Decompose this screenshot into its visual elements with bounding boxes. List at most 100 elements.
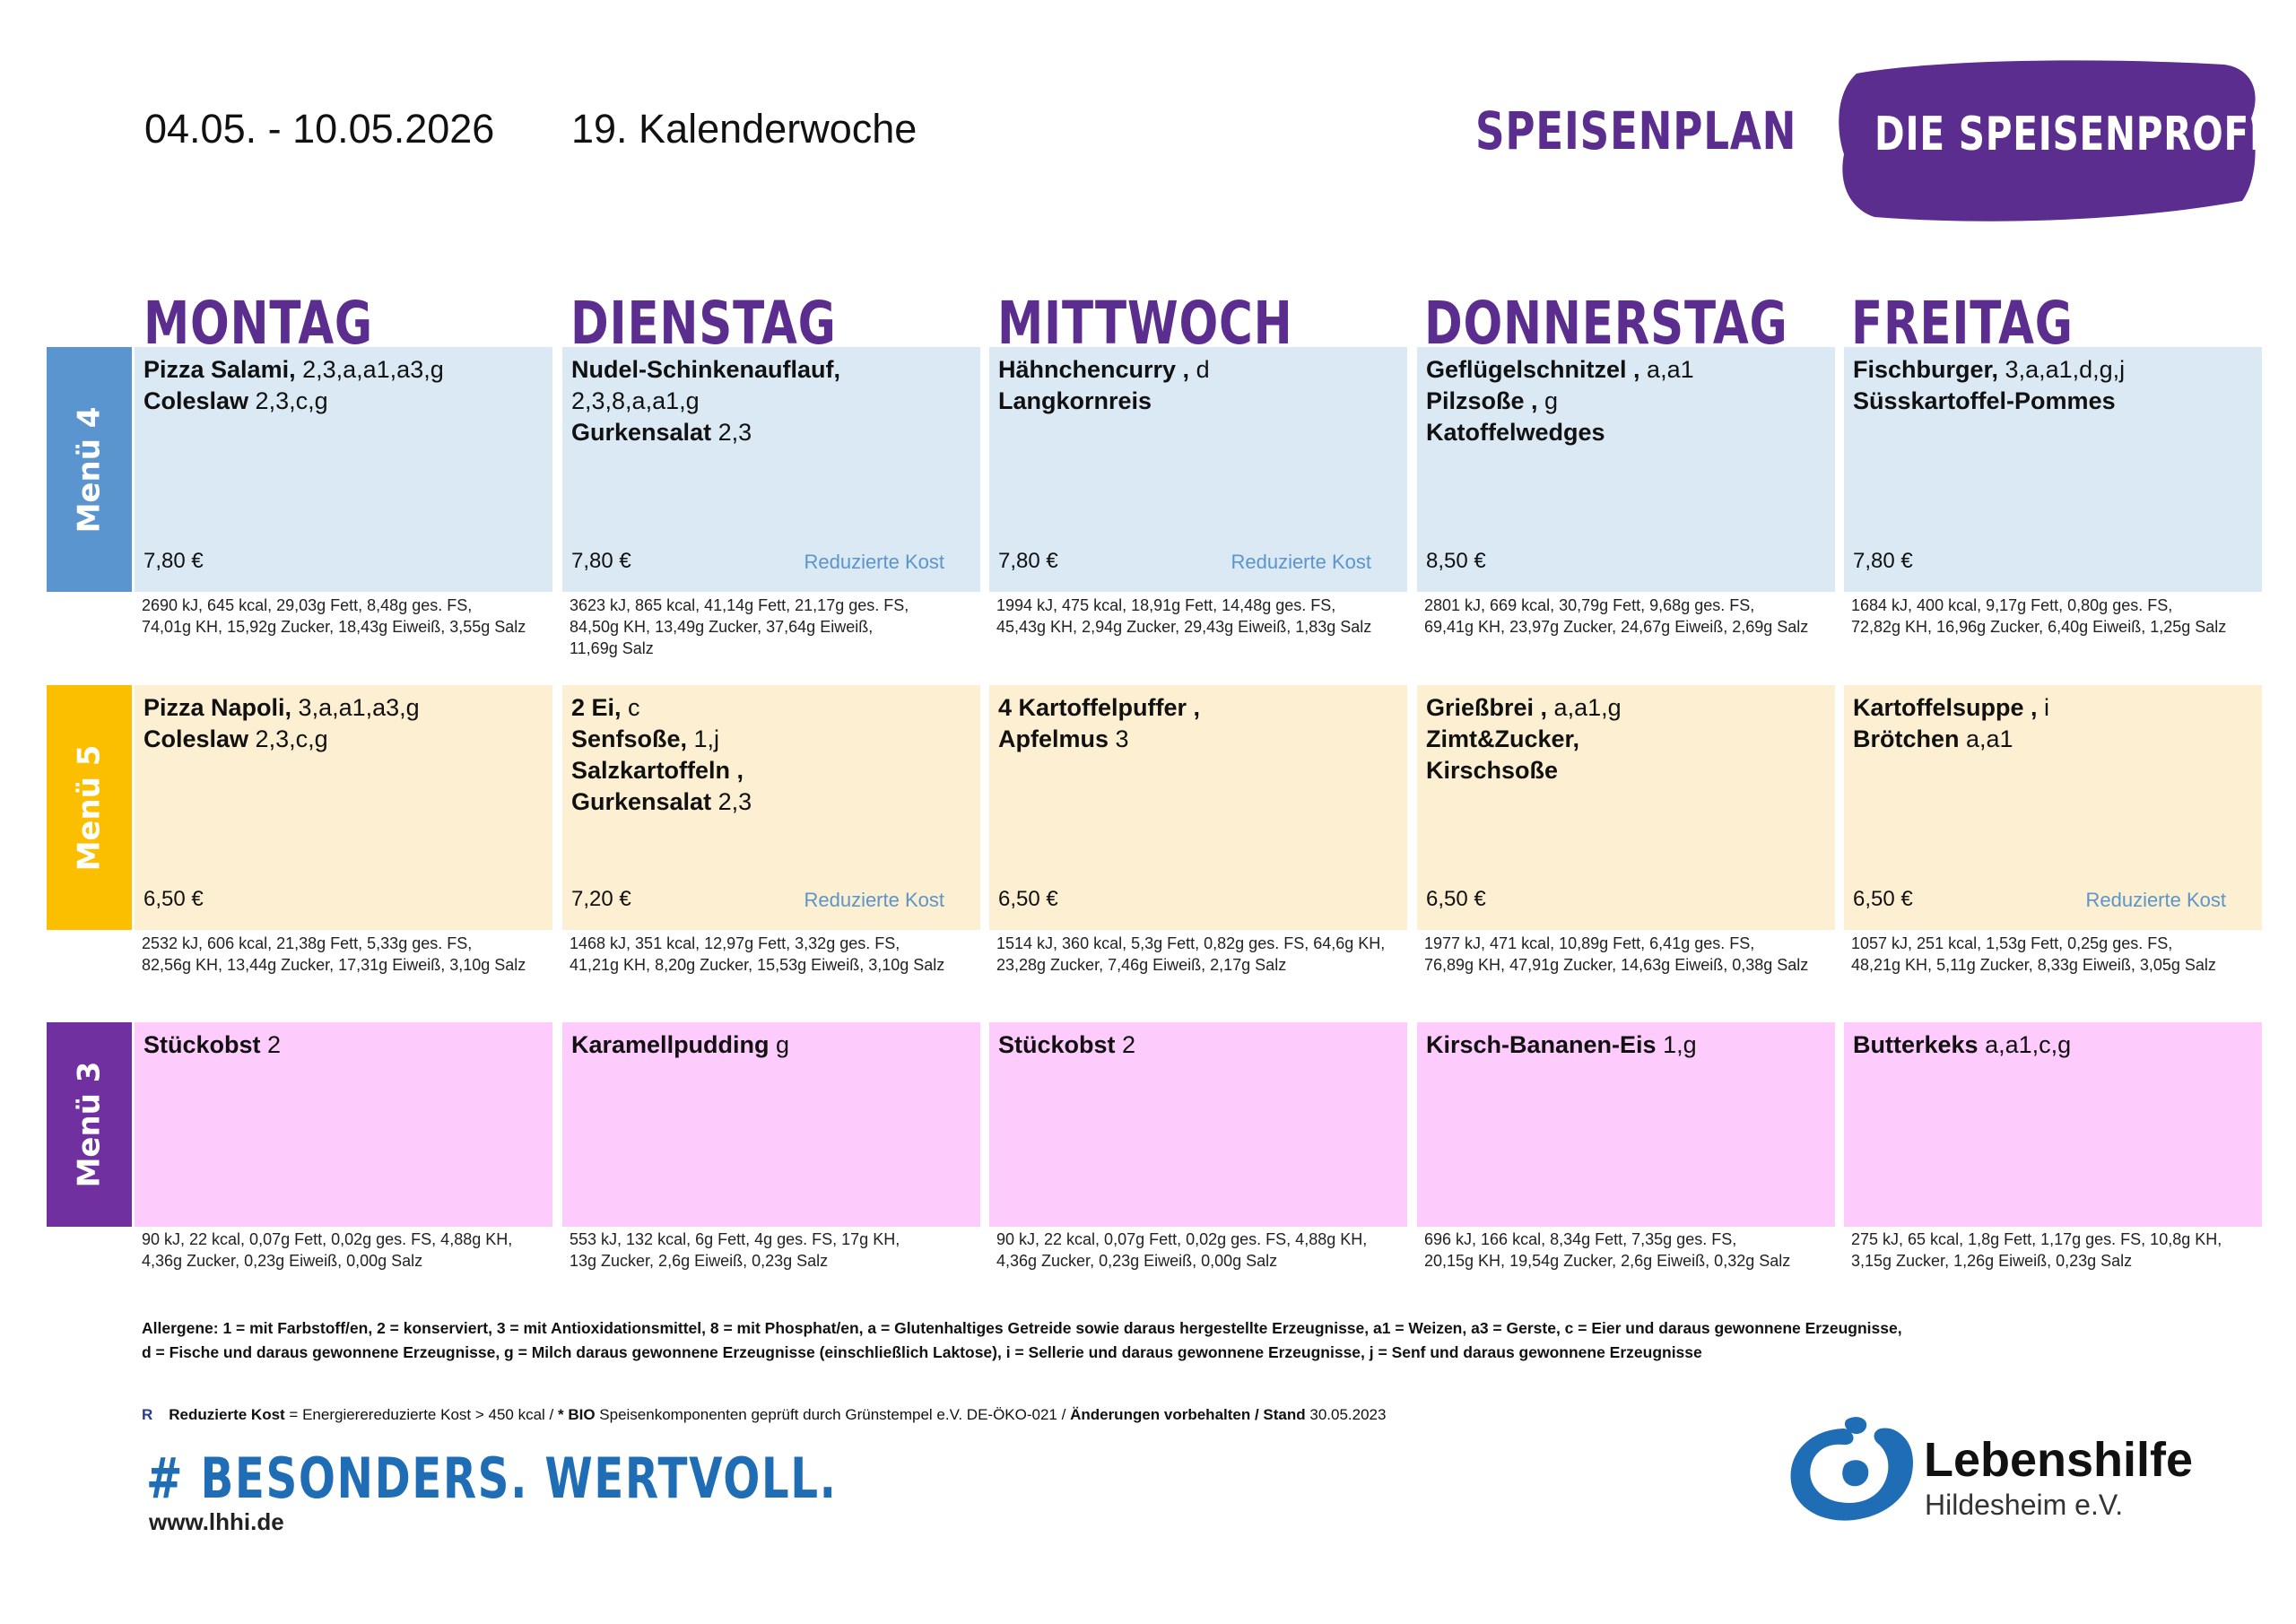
menu-cell-monday: Pizza Salami, 2,3,a,a1,a3,g Coleslaw 2,3,…	[135, 347, 552, 592]
menu-cell-tuesday: 2 Ei, c Senfsoße, 1,j Salzkartoffeln , Gurk…	[562, 685, 980, 930]
allergen-codes: c	[621, 694, 640, 721]
nutrition-line: 69,41g KH, 23,97g Zucker, 24,67g Eiweiß,…	[1424, 618, 1809, 636]
menu-cell-thursday: Grießbrei , a,a1,g Zimt&Zucker, Kirschsoße…	[1417, 685, 1835, 930]
dish-line: Grießbrei , a,a1,g	[1426, 692, 1826, 724]
dish-name: Senfsoße,	[571, 725, 688, 752]
nutrition-line: 275 kJ, 65 kcal, 1,8g Fett, 1,17g ges. F…	[1851, 1230, 2222, 1248]
dish-name: Süsskartoffel-Pommes	[1853, 387, 2116, 414]
dish-description: Grießbrei , a,a1,g Zimt&Zucker, Kirschsoße	[1426, 692, 1826, 786]
dish-name: 4 Kartoffelpuffer ,	[998, 694, 1201, 721]
nutrition-info: 275 kJ, 65 kcal, 1,8g Fett, 1,17g ges. F…	[1851, 1229, 2278, 1272]
stand-date: 30.05.2023	[1305, 1406, 1387, 1423]
dish-description: Fischburger, 3,a,a1,d,g,j Süsskartoffel-P…	[1853, 354, 2253, 417]
dish-name: Fischburger,	[1853, 356, 1999, 383]
dish-description: Stückobst 2	[144, 1029, 544, 1061]
nutrition-line: 84,50g KH, 13,49g Zucker, 37,64g Eiweiß,	[570, 618, 874, 636]
nutrition-info: 90 kJ, 22 kcal, 0,07g Fett, 0,02g ges. F…	[142, 1229, 569, 1272]
menu-label-text: Menü 3	[71, 1061, 108, 1188]
dish-line: Pizza Salami, 2,3,a,a1,a3,g	[144, 354, 544, 386]
nutrition-line: 13g Zucker, 2,6g Eiweiß, 0,23g Salz	[570, 1252, 829, 1270]
dish-name: Hähnchencurry ,	[998, 356, 1190, 383]
dish-name: Stückobst	[144, 1031, 261, 1058]
dish-line: Geflügelschnitzel , a,a1	[1426, 354, 1826, 386]
price: 7,80 €	[998, 549, 1058, 573]
nutrition-info: 1977 kJ, 471 kcal, 10,89g Fett, 6,41g ge…	[1424, 933, 1851, 976]
nutrition-line: 90 kJ, 22 kcal, 0,07g Fett, 0,02g ges. F…	[142, 1230, 513, 1248]
dish-name: Brötchen	[1853, 725, 1960, 752]
menu-cell-wednesday: Hähnchencurry , d Langkornreis 7,80 € Reduz…	[989, 347, 1407, 592]
dish-line: 2,3,8,a,a1,g	[571, 386, 971, 417]
day-header-thursday: DONNERSTAG	[1424, 289, 1788, 358]
dish-description: 2 Ei, c Senfsoße, 1,j Salzkartoffeln , Gurk…	[571, 692, 971, 818]
dish-line: Hähnchencurry , d	[998, 354, 1398, 386]
website-link[interactable]: www.lhhi.de	[149, 1508, 284, 1535]
allergen-codes: 2,3,8,a,a1,g	[571, 387, 700, 414]
nutrition-line: 45,43g KH, 2,94g Zucker, 29,43g Eiweiß, …	[996, 618, 1372, 636]
menu-label: Menü 3	[47, 1022, 132, 1227]
dish-name: Kartoffelsuppe ,	[1853, 694, 2038, 721]
bio-desc: Speisenkomponenten geprüft durch Grünste…	[595, 1406, 1071, 1423]
dish-description: Karamellpudding g	[571, 1029, 971, 1061]
menu-cell-thursday: Geflügelschnitzel , a,a1 Pilzsoße , g Kato…	[1417, 347, 1835, 592]
reduced-marker: R	[142, 1406, 153, 1423]
nutrition-info: 3623 kJ, 865 kcal, 41,14g Fett, 21,17g g…	[570, 595, 996, 659]
allergen-codes: 3,a,a1,a3,g	[291, 694, 420, 721]
nutrition-line: 23,28g Zucker, 7,46g Eiweiß, 2,17g Salz	[996, 956, 1287, 974]
menu-cell-friday: Fischburger, 3,a,a1,d,g,j Süsskartoffel-P…	[1844, 347, 2262, 592]
allergen-codes: d	[1189, 356, 1210, 383]
dish-name: Kirschsoße	[1426, 757, 1559, 784]
day-header-tuesday: DIENSTAG	[570, 289, 837, 358]
dish-description: Pizza Salami, 2,3,a,a1,a3,g Coleslaw 2,3,…	[144, 354, 544, 417]
dish-line: Kartoffelsuppe , i	[1853, 692, 2253, 724]
dish-description: Geflügelschnitzel , a,a1 Pilzsoße , g Kato…	[1426, 354, 1826, 448]
date-range: 04.05. - 10.05.2026	[144, 106, 495, 152]
nutrition-line: 3,15g Zucker, 1,26g Eiweiß, 0,23g Salz	[1851, 1252, 2133, 1270]
menu-cell-wednesday: 4 Kartoffelpuffer , Apfelmus 3 6,50 €	[989, 685, 1407, 930]
allergen-codes: a,a1,c,g	[1978, 1031, 2072, 1058]
menu-cell-wednesday: Stückobst 2	[989, 1022, 1407, 1227]
price: 7,80 €	[571, 549, 631, 573]
allergen-codes: g	[769, 1031, 790, 1058]
dish-name: 2 Ei,	[571, 694, 622, 721]
dish-name: Apfelmus	[998, 725, 1109, 752]
nutrition-line: 76,89g KH, 47,91g Zucker, 14,63g Eiweiß,…	[1424, 956, 1809, 974]
menu-cell-friday: Kartoffelsuppe , i Brötchen a,a1 6,50 € Red…	[1844, 685, 2262, 930]
reduced-diet-tag: Reduzierte Kost	[1231, 551, 1371, 573]
nutrition-line: 72,82g KH, 16,96g Zucker, 6,40g Eiweiß, …	[1851, 618, 2227, 636]
dish-line: Kirschsoße	[1426, 755, 1826, 786]
nutrition-info: 696 kJ, 166 kcal, 8,34g Fett, 7,35g ges.…	[1424, 1229, 1851, 1272]
brush-stroke-shape	[1839, 60, 2256, 221]
allergen-codes: 2	[260, 1031, 282, 1058]
nutrition-line: 696 kJ, 166 kcal, 8,34g Fett, 7,35g ges.…	[1424, 1230, 1737, 1248]
dish-name: Katoffelwedges	[1426, 419, 1605, 446]
menu-cell-monday: Pizza Napoli, 3,a,a1,a3,g Coleslaw 2,3,c,…	[135, 685, 552, 930]
allergen-codes: a,a1	[1959, 725, 2013, 752]
dish-line: 4 Kartoffelpuffer ,	[998, 692, 1398, 724]
price: 7,80 €	[1853, 549, 1913, 573]
dish-name: Geflügelschnitzel ,	[1426, 356, 1640, 383]
dish-name: Salzkartoffeln ,	[571, 757, 744, 784]
menu-label: Menü 5	[47, 685, 132, 930]
brand-name: DIE SPEISENPROFIS	[1874, 108, 2291, 161]
dish-line: Stückobst 2	[144, 1029, 544, 1061]
reduced-desc: = Energierereduzierte Kost > 450 kcal /	[284, 1406, 558, 1423]
dish-line: 2 Ei, c	[571, 692, 971, 724]
logo-subtitle: Hildesheim e.V.	[1925, 1489, 2124, 1521]
dish-line: Karamellpudding g	[571, 1029, 971, 1061]
dish-name: Gurkensalat	[571, 419, 712, 446]
nutrition-line: 1684 kJ, 400 kcal, 9,17g Fett, 0,80g ges…	[1851, 596, 2173, 614]
nutrition-info: 1468 kJ, 351 kcal, 12,97g Fett, 3,32g ge…	[570, 933, 996, 976]
dish-name: Zimt&Zucker,	[1426, 725, 1580, 752]
dish-name: Gurkensalat	[571, 788, 712, 815]
price: 8,50 €	[1426, 549, 1486, 573]
menu-label: Menü 4	[47, 347, 132, 592]
dish-line: Nudel-Schinkenauflauf,	[571, 354, 971, 386]
allergen-codes: 2,3	[711, 419, 752, 446]
bio-label: * BIO	[558, 1406, 596, 1423]
dish-name: Pilzsoße ,	[1426, 387, 1538, 414]
dish-line: Pilzsoße , g	[1426, 386, 1826, 417]
nutrition-line: 2532 kJ, 606 kcal, 21,38g Fett, 5,33g ge…	[142, 934, 473, 952]
dish-line: Salzkartoffeln ,	[571, 755, 971, 786]
nutrition-line: 1977 kJ, 471 kcal, 10,89g Fett, 6,41g ge…	[1424, 934, 1755, 952]
dish-line: Butterkeks a,a1,c,g	[1853, 1029, 2253, 1061]
